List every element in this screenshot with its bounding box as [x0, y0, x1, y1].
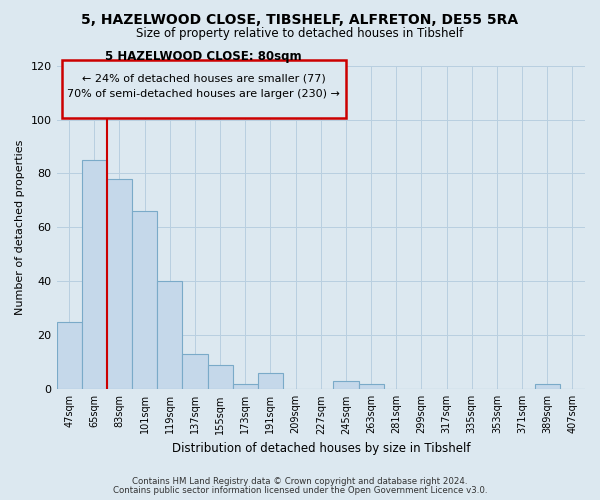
Bar: [56, 322, 82, 390]
Bar: [82, 160, 107, 390]
Text: 5, HAZELWOOD CLOSE, TIBSHELF, ALFRETON, DE55 5RA: 5, HAZELWOOD CLOSE, TIBSHELF, ALFRETON, …: [82, 12, 518, 26]
Bar: [359, 384, 383, 390]
Text: ← 24% of detached houses are smaller (77): ← 24% of detached houses are smaller (77…: [82, 73, 326, 83]
Bar: [208, 365, 233, 390]
Text: Contains HM Land Registry data © Crown copyright and database right 2024.: Contains HM Land Registry data © Crown c…: [132, 477, 468, 486]
Bar: [157, 282, 182, 390]
Bar: [258, 373, 283, 390]
Bar: [233, 384, 258, 390]
Bar: [107, 179, 132, 390]
Text: 70% of semi-detached houses are larger (230) →: 70% of semi-detached houses are larger (…: [67, 90, 340, 100]
Text: 5 HAZELWOOD CLOSE: 80sqm: 5 HAZELWOOD CLOSE: 80sqm: [106, 50, 302, 64]
Text: Contains public sector information licensed under the Open Government Licence v3: Contains public sector information licen…: [113, 486, 487, 495]
FancyBboxPatch shape: [62, 60, 346, 118]
Text: Size of property relative to detached houses in Tibshelf: Size of property relative to detached ho…: [136, 28, 464, 40]
Bar: [334, 381, 359, 390]
Bar: [182, 354, 208, 390]
Y-axis label: Number of detached properties: Number of detached properties: [15, 140, 25, 315]
Bar: [535, 384, 560, 390]
X-axis label: Distribution of detached houses by size in Tibshelf: Distribution of detached houses by size …: [172, 442, 470, 455]
Bar: [132, 211, 157, 390]
